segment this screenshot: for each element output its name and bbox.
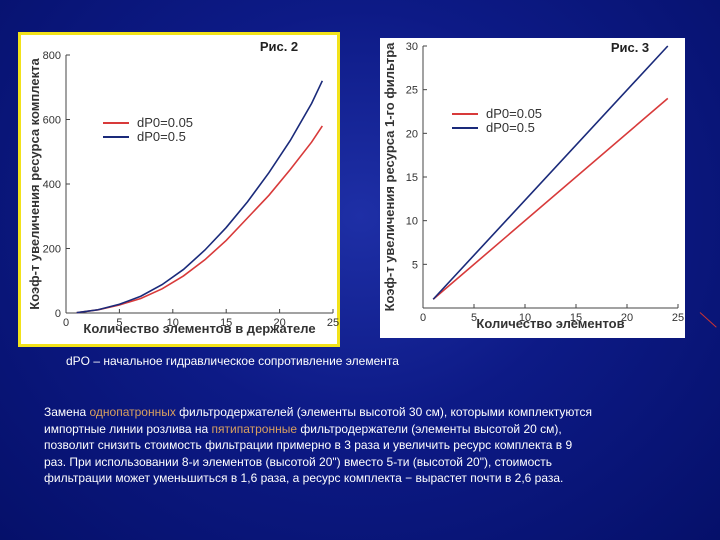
- x-tick-label: 5: [471, 312, 477, 324]
- legend-label-1: dP0=0.05: [486, 106, 542, 121]
- x-axis-title: Количество элементов: [476, 316, 624, 331]
- body-paragraph: Замена однопатронных фильтродержателей (…: [44, 404, 684, 487]
- y-tick-label: 25: [406, 85, 418, 97]
- y-tick-label: 5: [412, 259, 418, 271]
- legend-label-2: dP0=0.5: [137, 129, 186, 144]
- body-line-1: Замена однопатронных фильтродержателей (…: [44, 404, 684, 421]
- body-line-3: позволит снизить стоимость фильтрации пр…: [44, 438, 573, 452]
- x-tick-label: 10: [519, 312, 531, 324]
- caption-text: dPO – начальное гидравлическое сопротивл…: [66, 354, 399, 368]
- body-line-2: импортные линии розлива на пятипатронные…: [44, 421, 684, 438]
- y-axis-title: Коэф-т увеличения ресурса комплекта: [27, 58, 42, 310]
- y-tick-label: 20: [406, 128, 418, 140]
- body-line-1-end: фильтродержателей (элементы высотой 30 с…: [175, 405, 593, 419]
- y-tick-label: 200: [43, 244, 61, 256]
- x-tick-label: 15: [220, 317, 232, 329]
- y-tick-label: 30: [406, 41, 418, 53]
- series-line-1: [432, 97, 669, 300]
- legend-label-2: dP0=0.5: [486, 120, 535, 135]
- x-tick-label: 25: [327, 317, 339, 329]
- y-tick-label: 400: [43, 179, 61, 191]
- x-tick-label: 5: [116, 317, 122, 329]
- highlight-single-cartridge: однопатронных: [89, 405, 176, 419]
- series-line-2: [432, 45, 669, 300]
- x-tick-label: 0: [420, 312, 426, 324]
- body-line-1-start: Замена: [44, 405, 90, 419]
- figure-label: Рис. 2: [260, 39, 298, 54]
- x-tick-label: 20: [273, 317, 285, 329]
- figure-label: Рис. 3: [611, 40, 649, 55]
- x-tick-label: 15: [570, 312, 582, 324]
- series-line-2: [76, 80, 324, 314]
- x-tick-label: 25: [672, 312, 684, 324]
- y-tick-label: 600: [43, 115, 61, 127]
- x-axis-title: Количество элементов в держателе: [83, 321, 315, 336]
- y-tick-label: 10: [406, 216, 418, 228]
- body-line-2-end: фильтродержатели (элементы высотой 20 см…: [297, 421, 562, 436]
- figure-2-panel: 0 5 10 15 20 25 0 200 400 600 800 dP0=0.05 dP0=0.5 Ри…: [18, 32, 340, 347]
- y-tick-label: 15: [406, 172, 418, 184]
- series-line-1: [76, 125, 323, 314]
- x-tick-label: 20: [621, 312, 633, 324]
- decorative-line: [699, 312, 717, 328]
- y-tick-label: 800: [43, 50, 61, 62]
- legend-label-1: dP0=0.05: [137, 115, 193, 130]
- figure-3-panel: 0 5 10 15 20 25 5 10 15 20 25 30 dP0=0.05 dP0=0.5 Рис.…: [380, 38, 685, 338]
- y-axis-title: Коэф-т увеличения ресурса 1-го фильтра: [382, 42, 397, 312]
- body-line-5: фильтрации может уменьшиться в 1,6 раза,…: [44, 471, 564, 485]
- body-line-2-start: импортные линии розлива на: [44, 421, 212, 436]
- x-tick-label: 0: [63, 317, 69, 329]
- highlight-five-cartridge: пятипатронные: [211, 421, 298, 436]
- x-tick-label: 10: [167, 317, 179, 329]
- y-tick-label: 0: [55, 308, 61, 320]
- body-line-4: раз. При использовании 8-и элементов (вы…: [44, 454, 553, 469]
